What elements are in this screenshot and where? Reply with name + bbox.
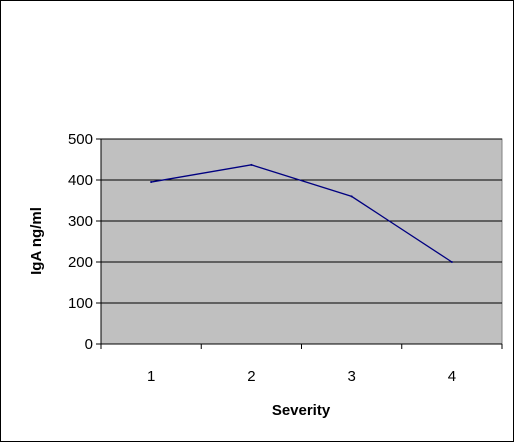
plot-area: [100, 138, 503, 345]
data-point: [150, 181, 153, 184]
x-tick-label: 3: [347, 368, 355, 385]
y-axis-title: IgA ng/ml: [28, 207, 45, 275]
gridlines: [101, 138, 502, 304]
y-axis-ticks: 0 100 200 300 400 500: [68, 131, 101, 353]
x-axis-ticks: 1 2 3 4: [100, 344, 503, 385]
series-line: [151, 164, 453, 263]
y-tick-label: 200: [68, 254, 93, 271]
x-tick-label: 4: [448, 368, 456, 385]
y-tick-label: 500: [68, 131, 93, 148]
data-point: [250, 163, 253, 166]
y-tick-label: 300: [68, 213, 93, 230]
x-tick-label: 2: [247, 368, 255, 385]
y-tick-label: 0: [85, 336, 93, 353]
data-point: [450, 261, 453, 263]
y-tick-label: 100: [68, 295, 93, 312]
x-axis-title: Severity: [272, 402, 331, 419]
y-tick-label: 400: [68, 172, 93, 189]
x-tick-label: 1: [147, 368, 155, 385]
series-layer: [150, 163, 453, 263]
data-point: [350, 195, 353, 198]
